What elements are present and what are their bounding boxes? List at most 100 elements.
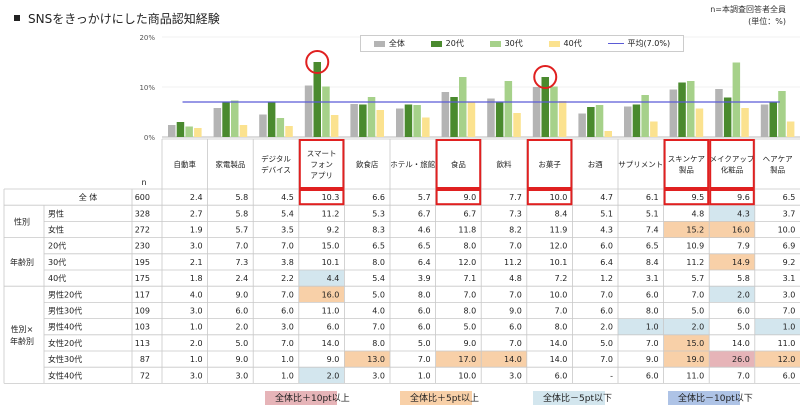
- cell-highlight-plus5: [298, 286, 345, 303]
- table-cell: 12.0: [458, 258, 476, 267]
- category-label-3: スマート: [307, 149, 337, 158]
- highlight-legend-label: 全体比＋5pt以上: [410, 394, 479, 404]
- table-cell: 1.9: [190, 226, 203, 235]
- table-cell: 5.8: [235, 193, 248, 202]
- bar-20s-4: [359, 104, 367, 137]
- legend-swatch-all: [373, 40, 385, 47]
- table-cell: 8.0: [372, 339, 385, 348]
- table-cell: 7.0: [691, 290, 704, 299]
- table-cell: 1.0: [783, 323, 796, 332]
- bar-30s-5: [413, 105, 421, 137]
- group-label-3: 年齢別: [10, 336, 34, 346]
- highlight-box-header-8: [526, 139, 573, 189]
- table-cell: 6.4: [600, 258, 613, 267]
- row-n: 175: [135, 274, 150, 283]
- table-cell: 7.2: [555, 274, 568, 283]
- table-cell: 7.4: [646, 226, 659, 235]
- table-cell: 11.9: [550, 226, 568, 235]
- sample-note: n=本調査回答者全員: [710, 5, 786, 14]
- category-label-7: 飲料: [497, 159, 512, 169]
- table-cell: 6.5: [372, 242, 385, 251]
- bar-30s-13: [778, 91, 786, 137]
- bar-40s-4: [376, 110, 384, 137]
- table-cell: 7.3: [509, 209, 522, 218]
- bar-20s-3: [313, 62, 321, 137]
- cell-highlight-minus5: [754, 318, 800, 335]
- table-cell: 5.7: [418, 193, 431, 202]
- table-cell: 7.0: [509, 339, 522, 348]
- highlight-box-total-8: [526, 189, 573, 206]
- table-cell: 14.0: [550, 339, 568, 348]
- table-cell: 15.0: [322, 242, 340, 251]
- y-tick-label: 0%: [144, 134, 155, 140]
- highlight-box-total-12: [709, 189, 755, 206]
- cell-highlight-plus5: [709, 221, 755, 238]
- row-label: 男性20代: [48, 289, 82, 299]
- table-cell: 4.3: [600, 226, 613, 235]
- table-cell: 16.0: [732, 226, 750, 235]
- bar-20s-1: [222, 102, 230, 137]
- highlight-legend-label: 全体比－5pt以下: [543, 394, 612, 404]
- table-cell: 7.0: [372, 323, 385, 332]
- table-cell: 6.0: [600, 307, 613, 316]
- table-cell: 7.0: [281, 242, 294, 251]
- bar-40s-0: [194, 128, 202, 137]
- table-cell: 5.0: [372, 290, 385, 299]
- legend-label-20s: 20代: [445, 39, 464, 48]
- table-cell: 9.2: [327, 226, 340, 235]
- bar-40s-11: [695, 108, 704, 137]
- cell-highlight-minus5: [709, 286, 755, 303]
- legend-swatch-30s: [489, 40, 501, 47]
- category-label-11: スキンケア: [668, 155, 705, 164]
- legend-label-30s: 30代: [504, 39, 523, 48]
- table-cell: 5.4: [372, 274, 385, 283]
- table-cell: 7.3: [235, 258, 248, 267]
- row-n: 600: [135, 193, 150, 202]
- table-cell: 6.9: [783, 242, 796, 251]
- table-cell: 2.0: [600, 323, 613, 332]
- bar-all-4: [350, 104, 358, 137]
- n-header: n: [141, 178, 146, 187]
- table-cell: 6.0: [509, 323, 522, 332]
- table-cell: 2.4: [235, 274, 248, 283]
- table-cell: 7.9: [737, 242, 750, 251]
- legend-label-average: 平均(7.0%): [627, 39, 671, 48]
- bar-40s-8: [558, 101, 567, 137]
- table-cell: 5.0: [600, 339, 613, 348]
- table-cell: 3.8: [281, 258, 294, 267]
- table-cell: 5.3: [372, 209, 385, 218]
- bar-30s-12: [732, 62, 741, 137]
- bar-40s-1: [239, 125, 248, 137]
- table-cell: -: [610, 371, 613, 380]
- table-cell: 3.0: [281, 323, 294, 332]
- table-cell: 9.0: [509, 307, 522, 316]
- cell-highlight-plus5: [663, 221, 710, 238]
- bar-all-6: [441, 92, 450, 137]
- highlight-legend-item-plus10: 全体比＋10pt以上: [265, 391, 350, 405]
- table-cell: 2.4: [190, 193, 203, 202]
- row-label: 全 体: [79, 192, 98, 202]
- table-cell: 6.0: [418, 307, 431, 316]
- table-cell: 3.0: [783, 290, 796, 299]
- cell-highlight-plus5: [481, 351, 527, 368]
- bar-30s-11: [687, 81, 695, 137]
- category-label-1: 家電製品: [215, 159, 245, 169]
- bar-20s-5: [404, 104, 413, 137]
- table-cell: 7.0: [509, 290, 522, 299]
- table-cell: 14.9: [732, 258, 750, 267]
- bar-20s-11: [678, 82, 686, 137]
- table-cell: 2.0: [235, 323, 248, 332]
- title-text: SNSをきっかけにした商品認知経験: [28, 12, 220, 26]
- table-cell: 4.8: [691, 209, 704, 218]
- table-cell: 7.0: [555, 307, 568, 316]
- table-cell: 2.0: [327, 371, 340, 380]
- highlight-legend-swatch: [400, 391, 472, 405]
- row-n: 195: [135, 258, 150, 267]
- table-cell: 8.3: [372, 226, 385, 235]
- bar-30s-1: [231, 100, 239, 137]
- cell-highlight-plus5: [435, 351, 482, 368]
- table-cell: 2.0: [737, 290, 750, 299]
- highlight-box-total-11: [663, 189, 710, 206]
- table-cell: 11.2: [504, 258, 522, 267]
- bar-all-9: [578, 113, 586, 137]
